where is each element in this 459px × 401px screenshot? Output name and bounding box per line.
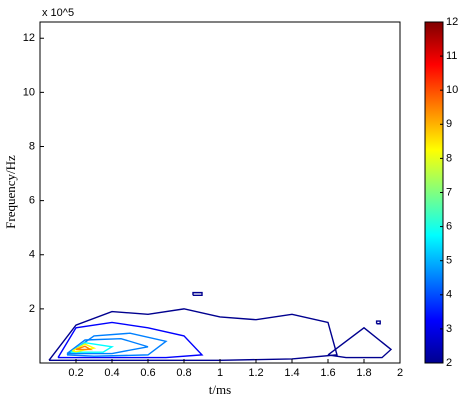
x-tick-label: 1 [217,367,223,379]
x-tick-label: 0.8 [176,367,191,379]
colorbar-tick-label: 9 [446,118,452,130]
y-tick-label: 2 [29,303,35,315]
colorbar-tick-label: 8 [446,152,452,164]
contour-line [57,321,204,359]
y-tick-label: 4 [29,249,35,261]
contour-line [375,320,381,325]
y-tick-label: 8 [29,140,35,152]
y-tick-label: 10 [23,86,35,98]
contour-line [66,332,168,357]
colorbar-tick-label: 5 [446,255,452,267]
colorbar-tick-label: 6 [446,221,452,233]
colorbar-tick-label: 12 [446,16,458,28]
contour-line [66,337,149,355]
x-tick-label: 2 [397,367,403,379]
y-tick-label: 6 [29,195,35,207]
colorbar-tick-label: 3 [446,323,452,335]
y-tick-label: 12 [23,32,35,44]
colorbar-tick-label: 11 [446,50,457,62]
y-multiplier: x 10^5 [42,7,74,19]
contour-line [75,345,93,351]
x-tick-label: 1.8 [356,367,371,379]
contour-line [192,291,203,297]
colorbar-tick-label: 2 [446,357,452,369]
x-tick-label: 0.6 [140,367,155,379]
contour-line [72,343,97,353]
contour-line [48,308,338,361]
colorbar-tick-label: 4 [446,289,452,301]
contour-line [327,326,393,359]
x-tick-label: 1.6 [320,367,335,379]
y-axis-label: Frequency/Hz [3,155,18,229]
x-tick-label: 1.2 [248,367,263,379]
x-tick-label: 1.4 [284,367,299,379]
colorbar-tick-label: 10 [446,84,458,96]
x-axis-label: t/ms [209,382,231,397]
plot-area [40,22,400,363]
x-tick-label: 0.2 [68,367,83,379]
colorbar-tick-label: 7 [446,186,452,198]
x-tick-label: 0.4 [104,367,119,379]
